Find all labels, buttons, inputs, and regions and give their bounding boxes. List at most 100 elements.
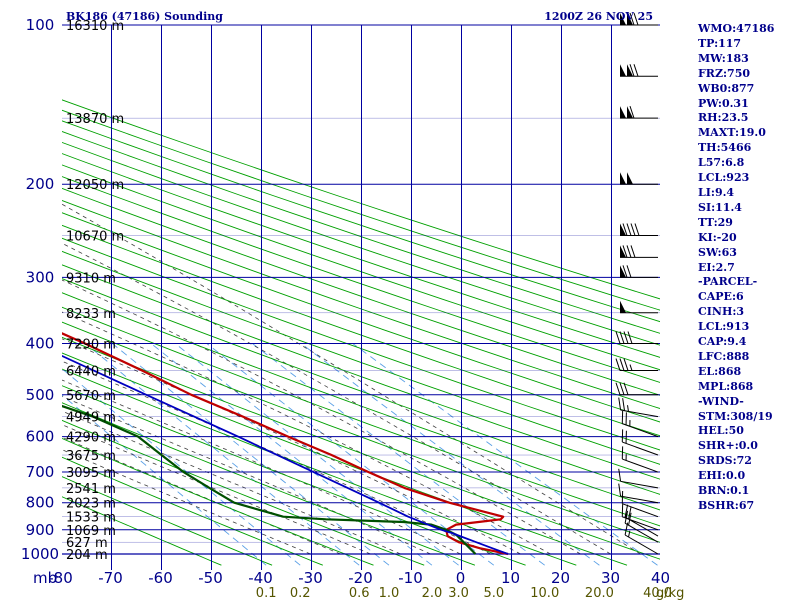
sounding-index: CAP:9.4 bbox=[698, 335, 747, 349]
height-label: 7290 m bbox=[66, 337, 116, 352]
wind-barb bbox=[621, 504, 659, 531]
dry-adiabat bbox=[62, 176, 660, 383]
height-label: 8233 m bbox=[66, 307, 116, 322]
pressure-tick-label: 900 bbox=[26, 521, 55, 539]
temperature-tick-label: -40 bbox=[248, 569, 273, 587]
height-label: 4949 m bbox=[66, 411, 116, 426]
sounding-index: BRN:0.1 bbox=[698, 484, 750, 498]
dry-adiabat bbox=[62, 141, 660, 346]
mixing-ratio-label: 0.2 bbox=[290, 586, 311, 600]
mixing-ratio-label: 2.0 bbox=[422, 586, 443, 600]
height-label: 1069 m bbox=[66, 524, 116, 539]
dry-adiabat bbox=[62, 109, 660, 311]
sounding-index: KI:-20 bbox=[698, 230, 737, 244]
sounding-index: EI:2.7 bbox=[698, 260, 735, 274]
wind-barb bbox=[620, 223, 658, 237]
height-label: 204 m bbox=[66, 548, 108, 563]
wind-barb bbox=[621, 410, 659, 438]
wind-barb bbox=[621, 429, 659, 456]
height-label: 5670 m bbox=[66, 389, 116, 404]
mixing-ratio-label: 5.0 bbox=[483, 586, 504, 600]
sounding-index: LCL:913 bbox=[698, 320, 750, 334]
height-label: 6440 m bbox=[66, 365, 116, 380]
sounding-index: MPL:868 bbox=[698, 379, 754, 393]
wind-barb bbox=[620, 105, 658, 119]
sounding-series bbox=[62, 332, 509, 556]
dry-adiabat bbox=[62, 131, 660, 334]
mixing-ratio-line bbox=[252, 343, 545, 566]
wind-barb bbox=[615, 358, 658, 372]
wind-barb bbox=[620, 265, 658, 278]
height-label: 2541 m bbox=[66, 482, 116, 497]
moist-adiabat bbox=[62, 424, 371, 555]
temperature-tick-label: -20 bbox=[348, 569, 373, 587]
sounding-index: LI:9.4 bbox=[698, 185, 735, 199]
temperature-tick-label: 10 bbox=[501, 569, 520, 587]
wind-barb bbox=[620, 300, 658, 314]
pressure-tick-label: 400 bbox=[26, 334, 55, 352]
temperature-tick-label: 0 bbox=[456, 569, 466, 587]
sounding-index: WB0:877 bbox=[698, 81, 755, 95]
moist-adiabat bbox=[62, 203, 641, 555]
height-labels: 16310 m 13870 m 12050 m 10670 m 9310 m 8233 m… bbox=[66, 19, 124, 563]
dry-adiabat bbox=[62, 237, 660, 451]
mixing-ratio-line bbox=[62, 394, 267, 566]
height-label: 4290 m bbox=[66, 431, 116, 446]
pressure-tick-label: 300 bbox=[26, 268, 55, 286]
mixing-ratio-line bbox=[300, 343, 600, 566]
temperature-tick-label: 30 bbox=[601, 569, 620, 587]
sounding-index: LCL:923 bbox=[698, 171, 750, 185]
wind-barbs bbox=[615, 12, 659, 555]
dry-adiabat bbox=[62, 368, 577, 566]
dry-adiabat bbox=[62, 496, 222, 566]
mixing-ratio-line bbox=[352, 343, 658, 566]
sounding-index: HEL:50 bbox=[698, 424, 744, 438]
moist-adiabat bbox=[62, 242, 611, 555]
dry-adiabat bbox=[62, 264, 660, 480]
wind-barb bbox=[615, 331, 658, 344]
sounding-index: MAXT:19.0 bbox=[698, 126, 766, 140]
dry-adiabat bbox=[62, 402, 476, 566]
dry-adiabat bbox=[62, 200, 660, 409]
pressure-tick-label: 800 bbox=[26, 494, 55, 512]
grid bbox=[62, 24, 660, 570]
mixing-ratio-label: 3.0 bbox=[448, 586, 469, 600]
mixing-ratio-label: 0.6 bbox=[349, 586, 370, 600]
sounding-index: SHR+:0.0 bbox=[698, 439, 758, 453]
sounding-index: SW:63 bbox=[698, 245, 737, 259]
sounding-index: MW:183 bbox=[698, 51, 749, 65]
wind-barb bbox=[620, 12, 658, 26]
pressure-unit-label: mb bbox=[33, 569, 57, 587]
temperature-tick-label: -30 bbox=[298, 569, 323, 587]
height-label: 10670 m bbox=[66, 230, 124, 245]
temperature-tick-label: -60 bbox=[148, 569, 173, 587]
pressure-tick-label: 600 bbox=[26, 428, 55, 446]
wind-barb bbox=[620, 245, 658, 258]
dry-adiabat bbox=[62, 278, 660, 495]
sounding-index: CINH:3 bbox=[698, 305, 745, 319]
mixing-ratio-line bbox=[150, 343, 433, 566]
sounding-index: PW:0.31 bbox=[698, 96, 749, 110]
mixing-ratio-label: 10.0 bbox=[530, 586, 559, 600]
temperature-tick-label: -70 bbox=[98, 569, 123, 587]
height-label: 12050 m bbox=[66, 178, 124, 193]
sounding-index: FRZ:750 bbox=[698, 66, 751, 80]
dewpoint-profile bbox=[62, 404, 477, 555]
wind-barb bbox=[621, 446, 659, 473]
dry-adiabat bbox=[62, 321, 660, 543]
dry-adiabat bbox=[62, 153, 660, 358]
height-label: 16310 m bbox=[66, 19, 124, 34]
wind-barb bbox=[620, 172, 658, 185]
temperature-profile bbox=[62, 332, 509, 556]
sounding-index: BSHR:67 bbox=[698, 499, 755, 512]
sounding-index: RH:23.5 bbox=[698, 111, 749, 125]
mixing-ratio-line bbox=[174, 343, 459, 566]
temperature-tick-label: -50 bbox=[198, 569, 223, 587]
height-label: 1533 m bbox=[66, 511, 116, 526]
wind-barb bbox=[615, 382, 658, 396]
dry-adiabat bbox=[62, 306, 660, 527]
sounding-index: TP:117 bbox=[698, 36, 742, 50]
mixing-ratio-label: 40.0 bbox=[643, 586, 672, 600]
